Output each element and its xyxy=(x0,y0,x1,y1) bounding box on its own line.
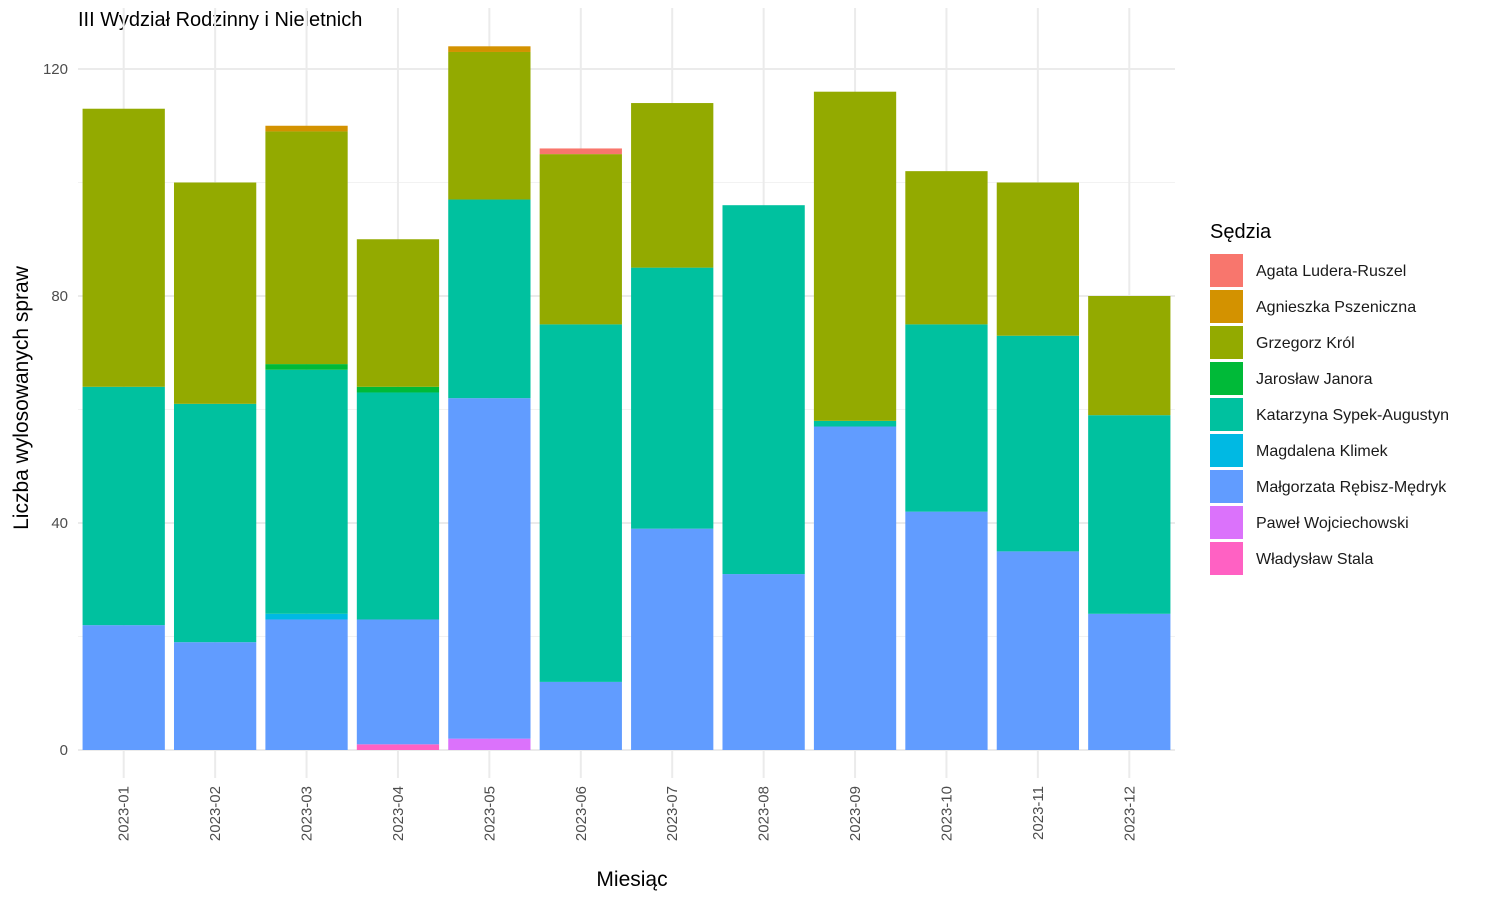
bar-segment xyxy=(448,46,531,52)
bar-segment xyxy=(265,369,348,614)
bar-segment xyxy=(539,681,622,750)
bar-segment xyxy=(539,324,622,682)
legend-swatch xyxy=(1210,362,1243,395)
bar-segment xyxy=(539,154,622,325)
x-tick-label: 2023-07 xyxy=(664,786,681,841)
y-tick-label: 0 xyxy=(60,742,68,759)
bar-segment xyxy=(539,148,622,155)
x-tick-label: 2023-04 xyxy=(390,786,407,841)
bar-segment xyxy=(265,131,348,365)
bar-segment xyxy=(996,335,1080,552)
x-tick-label: 2023-11 xyxy=(1030,786,1047,840)
x-tick-label: 2023-01 xyxy=(116,786,133,841)
bar-segment xyxy=(813,420,897,427)
y-axis-label: Liczba wylosowanych spraw xyxy=(10,265,33,530)
bar-segment xyxy=(356,744,440,750)
y-tick-label: 80 xyxy=(51,288,68,305)
bar-segment xyxy=(82,625,165,750)
bar-segment xyxy=(173,403,257,643)
bar-segment xyxy=(265,613,348,620)
x-tick-label: 2023-12 xyxy=(1121,786,1138,841)
legend-swatch xyxy=(1210,434,1243,467)
legend-label: Grzegorz Król xyxy=(1256,335,1355,352)
legend-swatch xyxy=(1210,470,1243,503)
bar-segment xyxy=(631,267,714,529)
bar-segment xyxy=(82,108,165,387)
legend-swatch xyxy=(1210,290,1243,323)
bar-segment xyxy=(82,386,165,626)
bar-segment xyxy=(996,551,1080,750)
x-tick-label: 2023-02 xyxy=(207,786,224,841)
bar-segment xyxy=(996,182,1080,336)
legend-title: Sędzia xyxy=(1210,221,1272,243)
bar-segment xyxy=(1088,296,1171,416)
bar-segment xyxy=(356,392,440,620)
legend-label: Jarosław Janora xyxy=(1256,371,1373,388)
bar-segment xyxy=(722,205,805,575)
bar-segment xyxy=(813,91,897,421)
legend-label: Władysław Stala xyxy=(1256,551,1373,568)
legend-label: Agata Ludera-Ruszel xyxy=(1256,263,1406,280)
legend-label: Agnieszka Pszeniczna xyxy=(1256,299,1416,316)
bar-segment xyxy=(173,182,257,404)
bar-segment xyxy=(722,574,805,750)
y-tick-label: 40 xyxy=(51,515,68,532)
legend-swatch xyxy=(1210,398,1243,431)
chart-title: III Wydział Rodzinny i Nieletnich xyxy=(78,9,362,31)
bar-segment xyxy=(356,239,440,387)
bar-segment xyxy=(905,324,988,512)
x-tick-label: 2023-03 xyxy=(299,786,316,841)
legend-label: Magdalena Klimek xyxy=(1256,443,1389,460)
y-axis-ticks: 0 40 80 120 xyxy=(43,61,68,759)
bar-segment xyxy=(356,386,440,393)
bar-segment xyxy=(905,511,988,750)
bar-segment xyxy=(265,619,348,750)
y-tick-label: 120 xyxy=(43,61,68,78)
x-tick-label: 2023-06 xyxy=(573,786,590,841)
x-axis-label: Miesiąc xyxy=(596,868,667,891)
x-tick-label: 2023-05 xyxy=(481,786,498,841)
bar-segment xyxy=(265,125,348,132)
legend-label: Małgorzata Rębisz-Mędryk xyxy=(1256,479,1447,496)
bars xyxy=(82,46,1171,750)
bar-segment xyxy=(905,171,988,325)
x-axis-ticks: 2023-01 2023-02 2023-03 2023-04 2023-05 2023-… xyxy=(116,786,1139,841)
legend-swatch xyxy=(1210,254,1243,287)
bar-segment xyxy=(813,426,897,750)
x-tick-label: 2023-10 xyxy=(938,786,955,841)
bar-segment xyxy=(173,642,257,750)
bar-segment xyxy=(265,364,348,370)
bar-segment xyxy=(631,528,714,750)
bar-segment xyxy=(631,103,714,268)
legend-swatch xyxy=(1210,326,1243,359)
bar-segment xyxy=(1088,415,1171,614)
bar-segment xyxy=(448,199,531,399)
legend-swatch xyxy=(1210,542,1243,575)
bar-segment xyxy=(448,51,531,200)
legend-label: Paweł Wojciechowski xyxy=(1256,515,1409,532)
legend: Sędzia Agata Ludera-Ruszel Agnieszka Psze… xyxy=(1210,221,1449,575)
x-tick-label: 2023-09 xyxy=(847,786,864,841)
x-tick-label: 2023-08 xyxy=(756,786,773,841)
legend-swatch xyxy=(1210,506,1243,539)
bar-segment xyxy=(448,738,531,750)
bar-segment xyxy=(448,398,531,739)
bar-segment xyxy=(356,619,440,745)
bar-segment xyxy=(1088,613,1171,750)
legend-label: Katarzyna Sypek-Augustyn xyxy=(1256,407,1449,424)
